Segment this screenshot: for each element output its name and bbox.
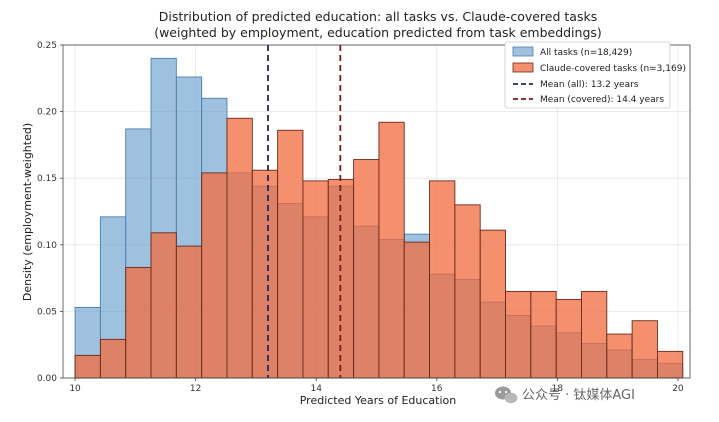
legend-label-mean-covered: Mean (covered): 14.4 years xyxy=(540,95,664,105)
legend-label-claude-covered: Claude-covered tasks (n=3,169) xyxy=(540,64,686,74)
bar-claude-covered xyxy=(429,180,456,379)
bar-claude-covered xyxy=(201,172,228,379)
x-tick-label: 10 xyxy=(69,384,81,394)
bar-claude-covered xyxy=(555,298,582,379)
tick-labels: 10 12 14 16 18 20 0.00 0.05 0.10 0.15 0.20 0.25 xyxy=(37,41,684,394)
legend: All tasks (n=18,429) Claude-covered task… xyxy=(504,41,686,109)
legend-label-all-tasks: All tasks (n=18,429) xyxy=(540,48,632,58)
legend-swatch-all-tasks xyxy=(512,46,534,57)
bar-claude-covered xyxy=(530,290,557,379)
bar-claude-covered xyxy=(74,354,101,379)
bar-claude-covered xyxy=(378,121,405,379)
axes xyxy=(60,44,691,381)
reference-lines xyxy=(267,45,342,378)
bar-claude-covered xyxy=(479,229,506,379)
bar-claude-covered xyxy=(656,350,684,379)
plot-frame xyxy=(62,44,691,379)
bar-claude-covered xyxy=(251,169,279,379)
bar-claude-covered xyxy=(403,241,431,379)
x-tick-label: 14 xyxy=(310,384,322,394)
chart-subtitle: (weighted by employment, education predi… xyxy=(154,25,602,40)
bar-claude-covered xyxy=(631,320,658,379)
x-tick-label: 20 xyxy=(672,384,684,394)
watermark-text: 公众号 · 钛媒体AGI xyxy=(522,388,635,403)
y-axis-label: Density (employment-weighted) xyxy=(21,123,34,301)
y-tick-label: 0.20 xyxy=(37,108,57,118)
x-tick-label: 12 xyxy=(190,384,201,394)
x-axis-label: Predicted Years of Education xyxy=(300,394,457,407)
bar-claude-covered xyxy=(226,117,253,379)
x-tick-label: 18 xyxy=(552,384,564,394)
bar-claude-covered xyxy=(175,245,203,379)
x-tick-label: 16 xyxy=(431,384,443,394)
legend-swatch-claude-covered xyxy=(512,62,534,73)
y-tick-label: 0.10 xyxy=(37,241,57,251)
bar-claude-covered xyxy=(454,204,481,379)
legend-label-mean-all: Mean (all): 13.2 years xyxy=(540,80,639,90)
bar-claude-covered xyxy=(353,159,380,379)
bar-claude-covered xyxy=(150,232,177,379)
bar-claude-covered xyxy=(606,333,633,379)
series-claude-covered xyxy=(74,117,684,379)
chart-title: Distribution of predicted education: all… xyxy=(159,9,597,24)
y-tick-label: 0.05 xyxy=(37,307,57,317)
bar-claude-covered xyxy=(581,290,608,379)
watermark: 公众号 · 钛媒体AGI xyxy=(495,386,635,404)
bar-claude-covered xyxy=(125,266,152,379)
bar-claude-covered xyxy=(277,129,304,379)
legend-box xyxy=(504,41,671,109)
wechat-icon xyxy=(495,386,518,404)
y-tick-label: 0.15 xyxy=(37,174,57,184)
bar-claude-covered xyxy=(99,338,127,379)
y-tick-label: 0.25 xyxy=(37,41,57,51)
bar-claude-covered xyxy=(505,290,532,379)
bar-claude-covered xyxy=(302,180,329,379)
y-tick-label: 0.00 xyxy=(37,374,57,384)
